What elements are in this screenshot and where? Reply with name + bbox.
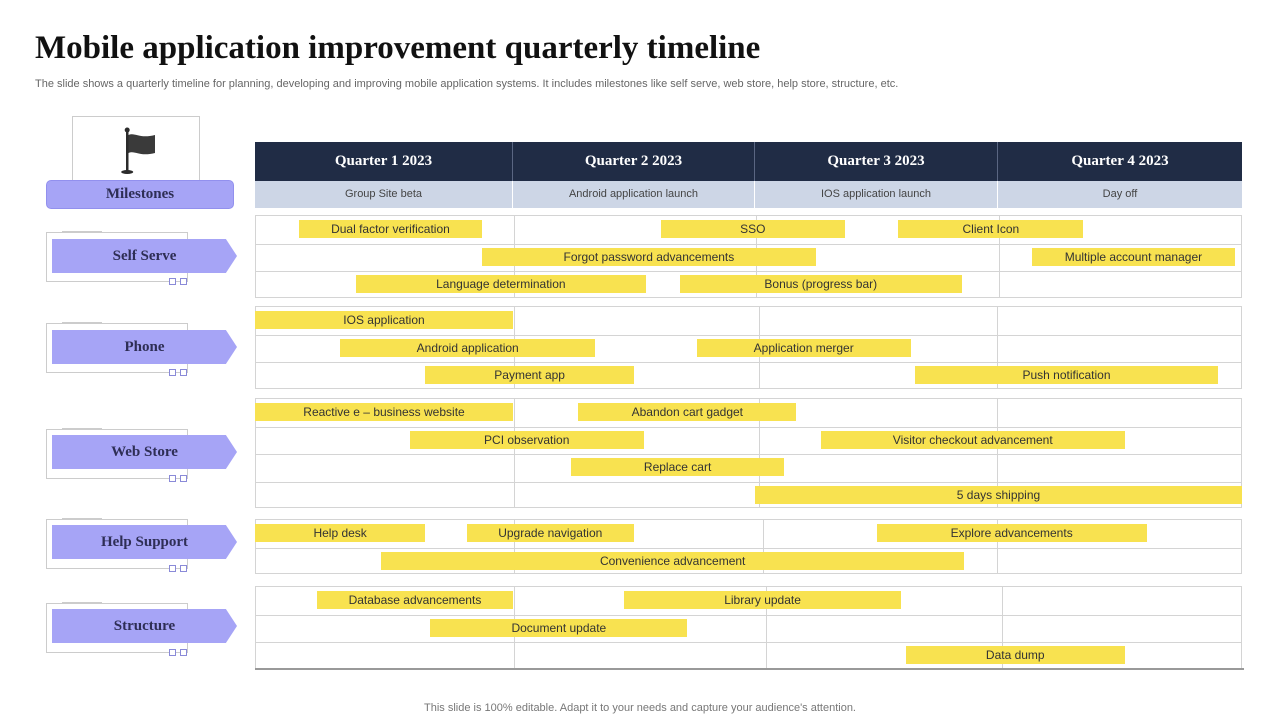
grid-row-line xyxy=(256,454,1241,455)
grid-row-line xyxy=(256,642,1241,643)
quarter-milestone-cell: IOS application launch xyxy=(755,181,998,208)
task-bar: Language determination xyxy=(355,275,647,294)
task-bar: Bonus (progress bar) xyxy=(679,275,962,294)
grid-column-line xyxy=(514,520,515,573)
task-bar: Payment app xyxy=(425,366,634,385)
decor-square xyxy=(180,565,187,572)
grid-column-line xyxy=(763,520,764,573)
category-tab-mark xyxy=(62,428,102,435)
task-bar: Library update xyxy=(624,591,901,610)
grid-row-line xyxy=(256,243,1241,245)
decor-square xyxy=(180,475,187,482)
task-bar: Client Icon xyxy=(898,220,1084,239)
category-label: Web Store xyxy=(52,435,237,469)
milestones-icon-box xyxy=(72,116,200,182)
milestones-label: Milestones xyxy=(46,180,234,209)
category-label: Self Serve xyxy=(52,239,237,273)
quarter-header-cell: Quarter 3 2023 xyxy=(755,142,998,181)
task-bar: Multiple account manager xyxy=(1032,247,1235,266)
decor-square xyxy=(169,649,176,656)
category-label: Structure xyxy=(52,609,237,643)
page-subtitle: The slide shows a quarterly timeline for… xyxy=(35,78,899,90)
decor-square xyxy=(180,278,187,285)
decor-square xyxy=(180,649,187,656)
grid-column-line xyxy=(997,307,998,388)
grid-column-line xyxy=(514,399,515,507)
quarter-milestone-cell: Android application launch xyxy=(513,181,755,208)
task-bar: SSO xyxy=(660,220,845,239)
quarter-milestone-cell: Group Site beta xyxy=(255,181,513,208)
task-bar: Visitor checkout advancement xyxy=(820,430,1125,449)
flag-icon xyxy=(121,127,155,174)
task-bar: Dual factor verification xyxy=(298,220,483,239)
task-bar: Data dump xyxy=(905,646,1125,665)
grid-column-line xyxy=(766,587,767,668)
task-bar: PCI observation xyxy=(409,430,644,449)
grid-column-line xyxy=(1002,587,1003,668)
task-bar: Document update xyxy=(430,618,688,637)
category-tab-mark xyxy=(62,322,102,329)
grid-row-line xyxy=(256,271,1241,272)
category-tab-mark xyxy=(62,602,102,609)
grid-row-line xyxy=(256,481,1241,483)
category-label: Phone xyxy=(52,330,237,364)
task-bar: Android application xyxy=(340,338,596,357)
category-tab-mark xyxy=(62,231,102,238)
grid-row-line xyxy=(256,547,1241,549)
task-bar: Database advancements xyxy=(316,591,513,610)
task-bar: Replace cart xyxy=(571,458,785,477)
task-bar: Push notification xyxy=(915,366,1218,385)
grid-column-line xyxy=(999,216,1000,297)
task-bar: Abandon cart gadget xyxy=(578,403,797,422)
task-bar: 5 days shipping xyxy=(755,485,1242,504)
task-bar: Convenience advancement xyxy=(381,551,964,570)
milestone-row xyxy=(255,181,1242,208)
grid-row-line xyxy=(256,614,1241,616)
task-bar: Help desk xyxy=(255,524,426,543)
task-bar: Upgrade navigation xyxy=(466,524,634,543)
decor-square xyxy=(180,369,187,376)
footer-note: This slide is 100% editable. Adapt it to… xyxy=(424,702,856,714)
quarter-header xyxy=(255,142,1242,181)
category-tab-mark xyxy=(62,518,102,525)
task-bar: Reactive e – business website xyxy=(255,403,513,422)
grid-row-line xyxy=(256,334,1241,336)
task-bar: Explore advancements xyxy=(876,524,1147,543)
category-label: Help Support xyxy=(52,525,237,559)
quarter-header-cell: Quarter 4 2023 xyxy=(1071,153,1169,169)
page-title: Mobile application improvement quarterly… xyxy=(35,30,761,66)
quarter-milestone-cell: Day off xyxy=(1102,188,1138,200)
grid-column-line xyxy=(997,399,998,507)
decor-square xyxy=(169,278,176,285)
grid-column-line xyxy=(997,520,998,573)
grid-column-line xyxy=(759,399,760,507)
task-bar: IOS application xyxy=(255,311,513,330)
task-bar: Application merger xyxy=(696,338,911,357)
task-bar: Forgot password advancements xyxy=(482,247,816,266)
decor-square xyxy=(169,565,176,572)
quarter-header-cell: Quarter 2 2023 xyxy=(513,142,755,181)
decor-square xyxy=(169,475,176,482)
decor-square xyxy=(169,369,176,376)
grid-row-line xyxy=(256,362,1241,363)
bottom-rule xyxy=(255,668,1244,670)
grid-row-line xyxy=(256,426,1241,428)
quarter-header-cell: Quarter 1 2023 xyxy=(255,142,513,181)
